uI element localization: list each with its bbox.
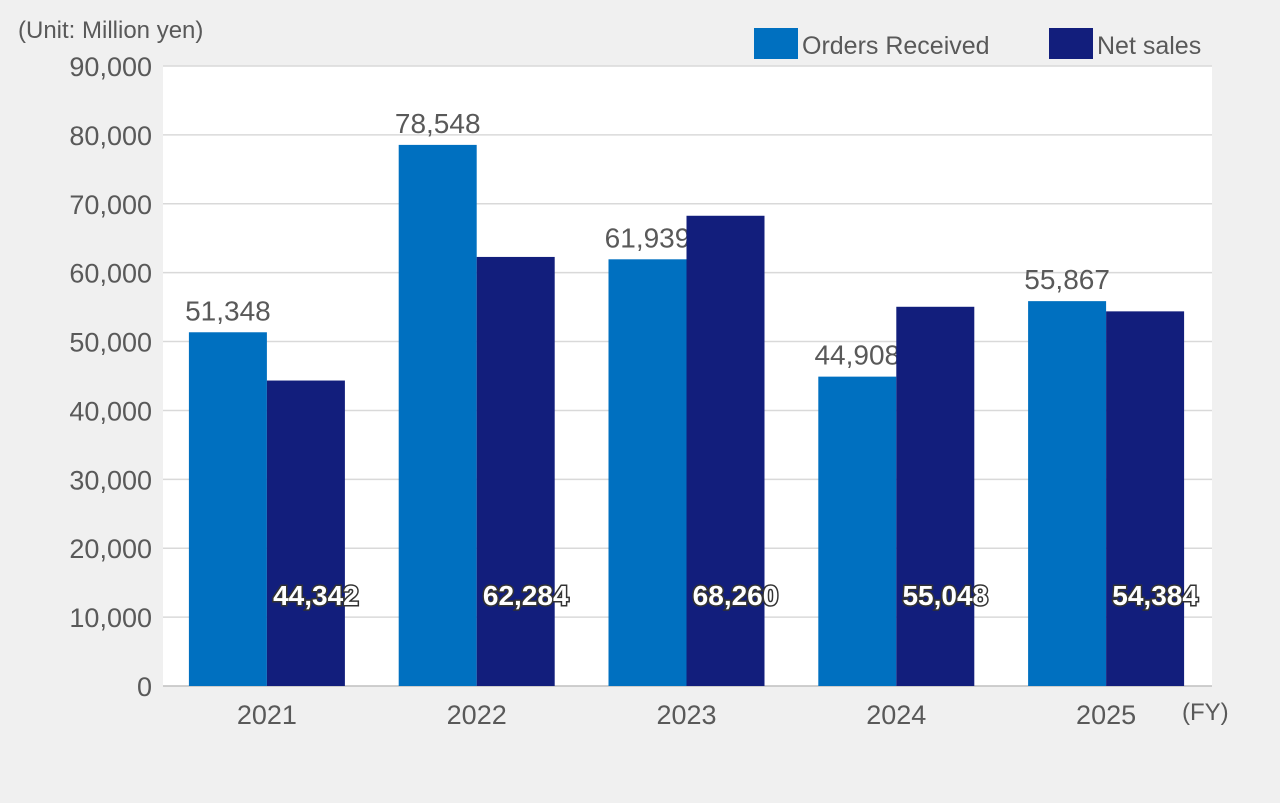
legend-swatch	[754, 28, 798, 59]
x-tick-label: 2024	[866, 700, 926, 730]
y-tick-label: 20,000	[69, 534, 152, 564]
orders-data-label: 55,867	[1024, 264, 1110, 295]
y-tick-label: 10,000	[69, 603, 152, 633]
orders-data-label: 78,548	[395, 108, 481, 139]
net-sales-data-label: 54,384	[1112, 580, 1198, 611]
legend-label: Orders Received	[802, 32, 990, 60]
orders-received-bar	[398, 144, 477, 687]
y-tick-label: 40,000	[69, 396, 152, 426]
net-sales-bar	[686, 215, 765, 686]
y-tick-label: 80,000	[69, 121, 152, 151]
x-tick-label: 2022	[447, 700, 507, 730]
net-sales-data-label: 68,260	[693, 580, 779, 611]
orders-received-bar	[188, 332, 267, 686]
y-tick-label: 60,000	[69, 259, 152, 289]
net-sales-data-label: 44,342	[273, 580, 359, 611]
net-sales-data-label: 62,284	[483, 580, 569, 611]
legend-label: Net sales	[1097, 32, 1201, 60]
x-unit-label: (FY)	[1182, 699, 1229, 726]
orders-received-bar	[818, 376, 897, 686]
orders-received-bar	[608, 259, 687, 686]
x-tick-label: 2021	[237, 700, 297, 730]
y-tick-label: 50,000	[69, 328, 152, 358]
orders-data-label: 51,348	[185, 295, 271, 326]
net-sales-data-label: 55,048	[902, 580, 988, 611]
net-sales-bar	[1106, 311, 1185, 686]
net-sales-bar	[476, 256, 555, 686]
y-tick-label: 30,000	[69, 465, 152, 495]
orders-data-label: 44,908	[814, 340, 900, 371]
net-sales-bar	[896, 306, 975, 686]
y-tick-label: 90,000	[69, 52, 152, 82]
x-tick-label: 2023	[656, 700, 716, 730]
orders-data-label: 61,939	[605, 222, 691, 253]
y-tick-label: 70,000	[69, 190, 152, 220]
orders-received-bar	[1028, 301, 1107, 686]
net-sales-bar	[266, 380, 345, 686]
legend-swatch	[1049, 28, 1093, 59]
y-tick-label: 0	[137, 672, 152, 702]
x-tick-label: 2025	[1076, 700, 1136, 730]
unit-label: (Unit: Million yen)	[18, 17, 203, 44]
